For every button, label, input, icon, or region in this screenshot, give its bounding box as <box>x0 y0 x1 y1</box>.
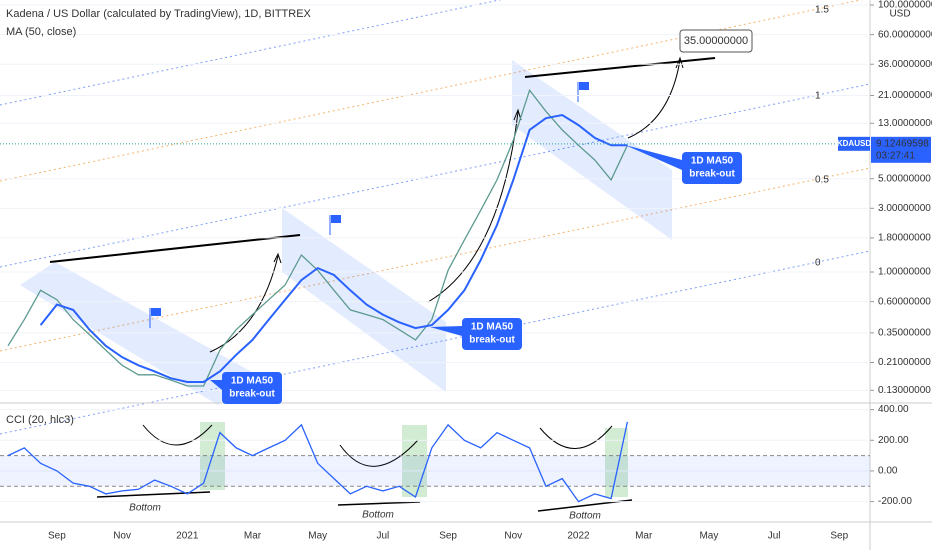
x-tick-label: Sep <box>48 531 66 542</box>
callout-box <box>682 152 742 184</box>
x-tick-label: Mar <box>635 531 653 542</box>
y-tick-label: 100.0000000 <box>878 0 932 11</box>
x-tick-label: Nov <box>113 531 131 542</box>
chart-title: Kadena / US Dollar (calculated by Tradin… <box>6 8 312 20</box>
fib-line <box>0 0 863 182</box>
series-line <box>7 421 629 503</box>
callout-label: break-out <box>469 335 515 346</box>
y-tick-label: 36.00000000 <box>878 59 932 70</box>
callout-label: break-out <box>229 389 275 400</box>
callout-label: break-out <box>689 169 735 180</box>
countdown: 03:27:41 <box>876 150 915 161</box>
x-tick-label: May <box>699 531 718 542</box>
arc <box>142 424 213 446</box>
flag <box>331 215 341 223</box>
series-line <box>7 88 628 387</box>
callout <box>210 380 222 390</box>
channel <box>20 262 252 405</box>
y-tick-label: 3.00000000 <box>878 203 931 214</box>
fib-line <box>0 167 871 352</box>
fib-label: 1 <box>815 91 821 102</box>
channels <box>20 60 672 405</box>
flag <box>579 82 589 90</box>
trend-lines <box>49 57 716 263</box>
bottom-label: Bottom <box>569 511 601 522</box>
callout <box>430 326 462 336</box>
y-tick-label: 0.21000000 <box>878 357 931 368</box>
price-tag <box>871 136 931 163</box>
x-tick-label: 2022 <box>567 531 590 542</box>
y-tick-label: 0.00 <box>878 466 898 477</box>
callout-box <box>462 318 522 350</box>
indicator-label: MA (50, close) <box>6 26 76 38</box>
currency: USD <box>889 9 910 20</box>
callout-label: 1D MA50 <box>231 376 274 387</box>
band <box>0 455 870 487</box>
x-tick-label: Jul <box>768 531 781 542</box>
fib-line <box>0 250 871 435</box>
y-tick-label: 21.00000000 <box>878 90 932 101</box>
callout-label: 1D MA50 <box>471 322 514 333</box>
y-tick-label: 0.13000000 <box>878 385 931 396</box>
arrow-head <box>273 252 282 264</box>
fib-label: 1.5 <box>815 5 829 16</box>
arc <box>539 425 613 449</box>
y-tick-label: 5.00000000 <box>878 173 931 184</box>
y-tick-label: -200.00 <box>878 496 912 507</box>
channel <box>512 60 672 240</box>
y-tick-label: 1.00000000 <box>878 267 931 278</box>
bottom-label: Bottom <box>129 503 161 514</box>
arrow <box>627 59 681 139</box>
callout <box>625 145 682 170</box>
bottom-line <box>96 491 211 498</box>
y-tick-label: 0.60000000 <box>878 296 931 307</box>
series-line <box>39 113 628 383</box>
y-tick-label: 60.00000000 <box>878 29 932 40</box>
symbol-tag <box>838 136 870 151</box>
y-tick-label: 0.35000000 <box>878 328 931 339</box>
y-tick-label: 13.00000000 <box>878 118 932 129</box>
arc <box>339 439 419 467</box>
x-tick-label: Sep <box>439 531 457 542</box>
flags <box>149 82 589 328</box>
overlay: 100.0000000 60.00000000 36.00000000 21.0000… <box>48 0 932 542</box>
trend-line <box>524 57 716 78</box>
flag <box>151 308 161 316</box>
x-tick-label: Nov <box>504 531 522 542</box>
callout-box <box>222 372 282 404</box>
channel <box>282 208 446 392</box>
y-tick-label: 1.80000000 <box>878 233 931 244</box>
target-box <box>679 29 753 53</box>
callout-label: 1D MA50 <box>691 156 734 167</box>
fib-channel <box>0 0 871 435</box>
highlight <box>402 425 427 497</box>
trend-line <box>49 234 301 263</box>
y-tick-label: 200.00 <box>878 435 909 446</box>
cci-title: CCI (20, hlc3) <box>6 414 74 426</box>
target-label: 35.00000000 <box>684 35 748 47</box>
x-tick-label: Mar <box>244 531 262 542</box>
fib-line <box>0 83 871 268</box>
x-tick-label: May <box>308 531 327 542</box>
arrow-head <box>513 108 522 121</box>
fib-label: 0.5 <box>815 175 829 186</box>
fib-label: 0 <box>815 258 821 269</box>
symbol-label: KDAUSD <box>837 139 871 148</box>
x-tick-label: 2021 <box>176 531 199 542</box>
bottom-label: Bottom <box>362 510 394 521</box>
bottom-line <box>337 501 421 506</box>
price-label: 9.12469598 <box>876 138 929 149</box>
x-tick-label: Sep <box>830 531 848 542</box>
y-tick-label: 400.00 <box>878 404 909 415</box>
arrow <box>427 111 519 303</box>
x-tick-label: Jul <box>377 531 390 542</box>
